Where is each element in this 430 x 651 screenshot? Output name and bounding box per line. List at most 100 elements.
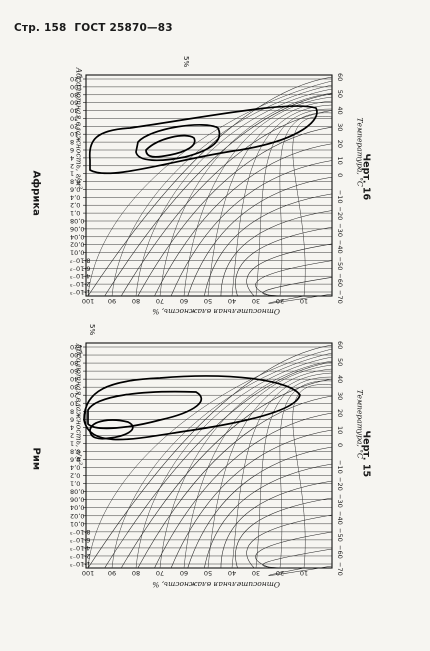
bottom-temp-line <box>120 378 333 569</box>
top-rh-tick-label: 20 <box>276 297 284 305</box>
bottom-abs-tick-label: 0,4 <box>70 464 80 472</box>
bottom-abs-tick-label: 40 <box>70 375 78 383</box>
top-abs-tick-label: 1 <box>70 170 74 178</box>
bottom-temp-line <box>170 429 333 569</box>
top-temp-tick-label: −10 <box>336 190 344 204</box>
top-abs-tick-label: 2 <box>70 162 74 170</box>
bottom-abs-tick-label: 8 <box>70 407 74 415</box>
top-temp-line <box>262 277 333 297</box>
top-abs-tick-label: 6·10⁻³ <box>70 264 91 272</box>
bottom-temp-line <box>268 565 333 576</box>
top-abs-tick-label: 4·10⁻³ <box>70 272 91 280</box>
bottom-abs-tick-label: 20 <box>70 391 78 399</box>
bottom-temp-tick-label: 10 <box>336 426 344 434</box>
top-abs-tick-label: 30 <box>70 114 78 122</box>
bottom-rh-curve <box>255 376 333 569</box>
top-rh-tick-label: 60 <box>180 297 188 305</box>
bottom-temp-line <box>262 548 333 569</box>
bottom-rh-tick-label: 50 <box>204 569 212 577</box>
top-rh-curve <box>87 80 333 297</box>
bottom-abs-tick-label: 0,02 <box>70 512 84 520</box>
top-temp-tick-label: 10 <box>336 156 344 164</box>
bottom-abs-tick-label: 0,01 <box>70 520 84 528</box>
top-temp-tick-label: 50 <box>336 90 344 98</box>
top-rh-tick-label: 40 <box>228 297 236 305</box>
bottom-abs-tick-label: 8·10⁻³ <box>70 528 91 536</box>
top-rh-curve <box>255 108 333 297</box>
bottom-abs-tick-label: 0,1 <box>70 480 80 488</box>
bottom-rh-tick-label: 40 <box>228 569 236 577</box>
top-abs-tick-label: 4 <box>70 154 74 162</box>
bottom-climate-contour <box>83 375 301 441</box>
top-temp-line <box>137 126 333 297</box>
top-abs-tick-label: 40 <box>70 107 78 115</box>
top-abs-tick-label: 0,2 <box>70 201 80 209</box>
top-frame <box>85 74 333 297</box>
top-temp-line <box>246 243 333 297</box>
bottom-temp-line <box>87 344 333 569</box>
bottom-abs-tick-label: 4 <box>70 423 74 431</box>
top-rh-tick-label: 90 <box>108 297 116 305</box>
top-temp-tick-label: 40 <box>336 106 344 114</box>
top-abs-tick-label: 120 <box>70 75 82 83</box>
bottom-rh-curve <box>183 364 333 569</box>
bottom-rh-curve <box>292 384 333 569</box>
bottom-rh-tick-label: 80 <box>132 569 140 577</box>
bottom-abs-tick-label: 4·10⁻³ <box>70 544 91 552</box>
top-rh-tick-label: 70 <box>156 297 164 305</box>
top-temp-tick-label: 30 <box>336 123 344 131</box>
top-rh-tick-label: 10 <box>300 297 308 305</box>
top-abs-tick-label: 0,02 <box>70 241 84 249</box>
bottom-temp-tick-label: −60 <box>336 545 344 559</box>
top-temp-line <box>187 176 333 297</box>
bottom-abs-tick-label: 10 <box>70 399 78 407</box>
top-temp-tick-label: −20 <box>336 207 344 221</box>
bottom-rh-curve <box>231 372 333 569</box>
top-abs-tick-label: 1·10⁻³ <box>70 288 91 296</box>
top-rh-curve <box>135 88 333 297</box>
bottom-temp-tick-label: 30 <box>336 392 344 400</box>
top-abs-tick-label: 8·10⁻³ <box>70 256 91 264</box>
bottom-rh-tick-label: 90 <box>108 569 116 577</box>
top-temp-line <box>268 293 333 304</box>
bottom-abs-tick-label: 2·10⁻³ <box>70 552 91 560</box>
top-temp-line <box>170 160 333 297</box>
top-temp-line <box>87 76 333 297</box>
top-rh-curve <box>292 116 333 297</box>
standard-number: ГОСТ 25870—83 <box>74 22 173 34</box>
top-temp-line <box>235 226 333 297</box>
bottom-temp-tick-label: −70 <box>336 562 344 576</box>
top-climate-contour <box>88 105 318 175</box>
bottom-abs-tick-label: 6 <box>70 415 74 423</box>
bottom-climate-contour <box>89 419 134 440</box>
top-abs-tick-label: 0,04 <box>70 233 84 241</box>
bottom-abs-tick-label: 0,6 <box>70 456 80 464</box>
page-header: Стр. 158 ГОСТ 25870—83 <box>14 22 177 34</box>
top-temp-tick-label: 60 <box>336 73 344 81</box>
bottom-temp-line <box>235 497 333 569</box>
top-temp-line <box>120 110 333 297</box>
page-label: Стр. 158 <box>14 22 67 34</box>
bottom-rh-tick-label: 70 <box>156 569 164 577</box>
top-abs-tick-label: 0,06 <box>70 225 84 233</box>
bottom-rh-curve <box>207 368 333 569</box>
top-abs-tick-label: 6 <box>70 146 74 154</box>
bottom-abs-tick-label: 100 <box>70 351 82 359</box>
bottom-temp-line <box>255 531 333 569</box>
bottom-temp-tick-label: 0 <box>336 443 344 447</box>
bottom-rh-curve <box>135 356 333 569</box>
top-temp-tick-label: −30 <box>336 223 344 237</box>
bottom-temp-line <box>154 412 333 569</box>
bottom-abs-tick-label: 60 <box>70 367 78 375</box>
top-abs-tick-label: 0,1 <box>70 209 80 217</box>
top-temp-line <box>204 193 333 297</box>
bottom-rh-curve <box>159 360 333 569</box>
top-rh-curve <box>159 92 333 297</box>
bottom-abs-tick-label: 0,04 <box>70 504 84 512</box>
bottom-rh-curve <box>279 380 333 569</box>
bottom-temp-tick-label: 50 <box>336 358 344 366</box>
bottom-rh-curve <box>87 348 333 569</box>
bottom-abs-tick-label: 1 <box>70 439 74 447</box>
bottom-temp-tick-label: 20 <box>336 409 344 417</box>
top-rh-tick-label: 80 <box>132 297 140 305</box>
